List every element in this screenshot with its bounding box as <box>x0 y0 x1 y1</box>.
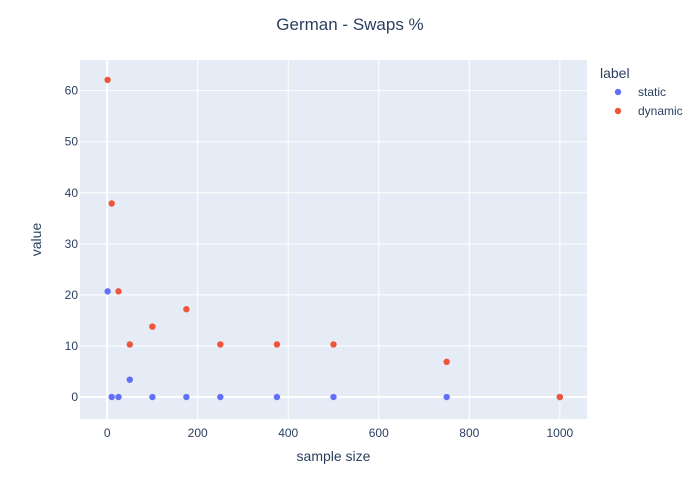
legend-item-dynamic[interactable]: dynamic <box>614 104 683 118</box>
x-tick-label: 600 <box>369 426 389 440</box>
legend-marker-icon <box>614 88 622 96</box>
data-point-static[interactable] <box>443 393 450 401</box>
data-point-static[interactable] <box>108 393 115 401</box>
grid <box>80 60 587 419</box>
data-point-dynamic[interactable] <box>217 341 224 348</box>
y-tick-label: 60 <box>65 84 79 98</box>
legend-label: dynamic <box>638 104 683 118</box>
legend-marker-icon <box>614 107 622 115</box>
chart-title: German - Swaps % <box>276 15 423 34</box>
data-point-dynamic[interactable] <box>126 341 133 348</box>
data-point-dynamic[interactable] <box>104 76 111 84</box>
x-tick-label: 400 <box>278 426 298 440</box>
data-point-dynamic[interactable] <box>183 306 190 313</box>
y-tick-label: 10 <box>65 339 79 353</box>
legend-label: static <box>638 85 666 99</box>
data-point-static[interactable] <box>149 393 156 401</box>
data-point-dynamic[interactable] <box>330 341 337 348</box>
y-tick-label: 0 <box>71 390 78 404</box>
x-tick-label: 0 <box>104 426 111 440</box>
data-point-static[interactable] <box>126 376 133 383</box>
data-point-static[interactable] <box>104 288 111 295</box>
data-point-static[interactable] <box>273 393 281 401</box>
x-axis-title: sample size <box>297 448 371 464</box>
data-point-static[interactable] <box>115 393 122 401</box>
plot-area <box>80 60 587 419</box>
tick-labels: 0 200 400 600 800 1000 0 10 20 30 40 50 60 <box>65 84 574 440</box>
x-tick-label: 1000 <box>546 426 573 440</box>
y-tick-label: 20 <box>65 288 79 302</box>
data-point-dynamic[interactable] <box>556 393 564 401</box>
data-point-dynamic[interactable] <box>443 358 450 366</box>
y-tick-label: 30 <box>65 237 79 251</box>
data-point-static[interactable] <box>183 393 190 401</box>
y-axis-title: value <box>28 223 44 257</box>
x-tick-label: 800 <box>459 426 479 440</box>
legend-title: label <box>600 65 630 81</box>
data-point-dynamic[interactable] <box>273 341 281 348</box>
legend[interactable]: label static dynamic <box>600 65 683 118</box>
data-point-dynamic[interactable] <box>108 200 115 207</box>
y-tick-label: 40 <box>65 186 79 200</box>
data-point-dynamic[interactable] <box>149 323 156 330</box>
data-point-static[interactable] <box>330 393 337 401</box>
legend-item-static[interactable]: static <box>614 85 666 99</box>
y-tick-label: 50 <box>65 135 79 149</box>
data-points <box>104 76 564 401</box>
x-tick-label: 200 <box>188 426 208 440</box>
data-point-static[interactable] <box>217 393 224 401</box>
data-point-dynamic[interactable] <box>115 288 122 295</box>
